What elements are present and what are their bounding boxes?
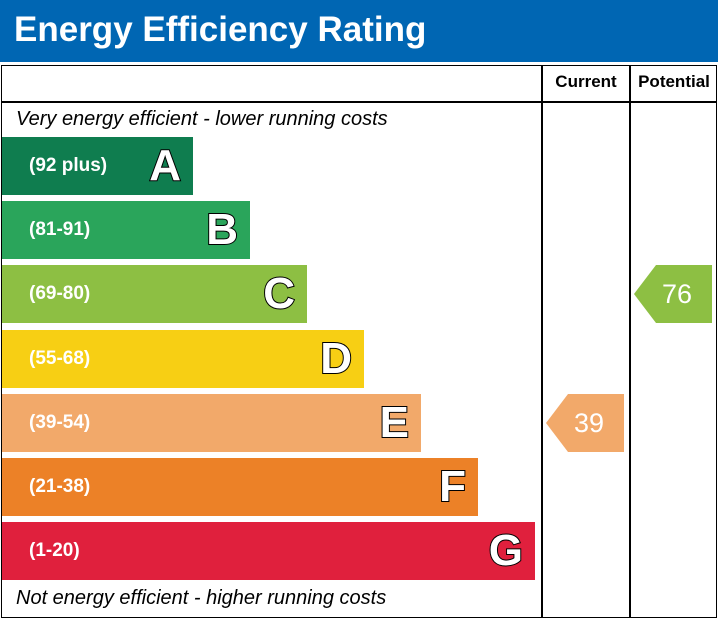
band-e: (39-54) E xyxy=(2,393,421,452)
band-letter: A xyxy=(148,140,182,191)
current-rating-arrow: 39 xyxy=(546,393,624,452)
band-letter: C xyxy=(262,268,296,319)
current-arrow-shape xyxy=(546,393,624,452)
band-letter: D xyxy=(319,333,353,384)
band-range-label: (21-38) xyxy=(29,476,91,497)
band-d: (55-68) D xyxy=(2,329,364,388)
band-b: (81-91) B xyxy=(2,201,250,260)
band-range-label: (1-20) xyxy=(29,540,80,562)
band-letter: B xyxy=(205,204,239,255)
band-letter: F xyxy=(438,461,467,512)
potential-rating-arrow: 76 xyxy=(634,265,712,324)
bottom-note: Not energy efficient - higher running co… xyxy=(16,587,387,609)
band-letter: E xyxy=(379,397,410,448)
band-range-label: (92 plus) xyxy=(29,155,108,176)
band-letter: G xyxy=(488,525,524,576)
band-range-label: (39-54) xyxy=(29,411,91,433)
band-g: (1-20) G xyxy=(2,522,535,581)
potential-rating-value: 76 xyxy=(661,279,693,310)
column-divider-current xyxy=(541,65,543,618)
potential-column-header: Potential xyxy=(638,72,710,91)
band-f: (21-38) F xyxy=(2,458,478,516)
top-note: Very energy efficient - lower running co… xyxy=(16,108,388,130)
current-rating-value: 39 xyxy=(573,407,605,438)
band-range-label: (69-80) xyxy=(29,283,91,305)
header-bar: Energy Efficiency Rating xyxy=(0,0,718,62)
potential-arrow-shape xyxy=(634,265,712,324)
column-divider-potential xyxy=(629,65,631,618)
current-column-header: Current xyxy=(555,72,617,91)
band-a: (92 plus) A xyxy=(2,137,193,195)
band-c: (69-80) C xyxy=(2,265,307,324)
band-range-label: (81-91) xyxy=(29,219,91,241)
band-range-label: (55-68) xyxy=(29,347,91,369)
rating-table xyxy=(1,65,717,618)
page-title: Energy Efficiency Rating xyxy=(14,10,427,49)
header-divider xyxy=(1,101,717,103)
